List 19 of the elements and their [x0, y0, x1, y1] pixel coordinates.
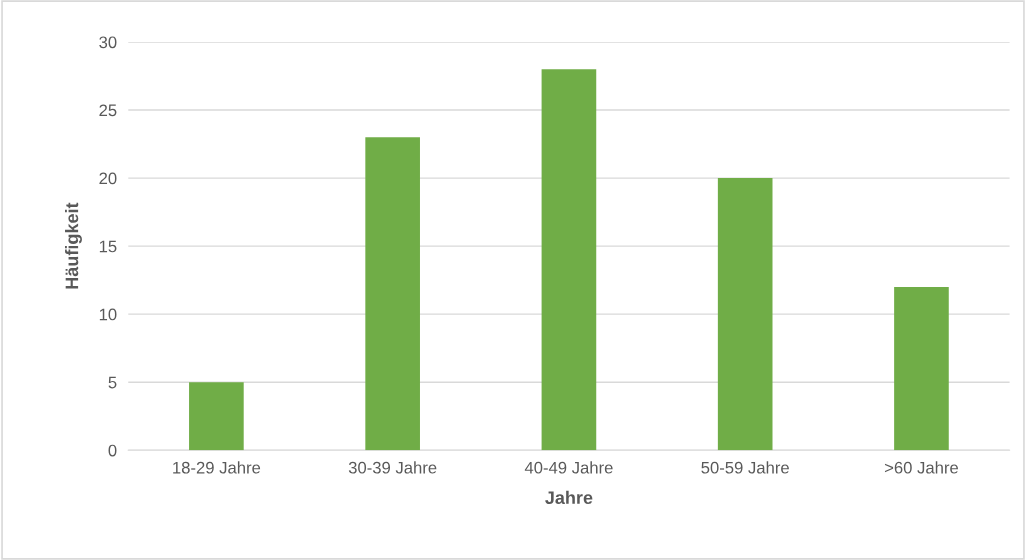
- y-tick-label: 0: [108, 444, 117, 457]
- bar: [717, 178, 773, 451]
- x-tick-label: 50-59 Jahre: [701, 461, 789, 474]
- bar: [365, 137, 420, 451]
- bar: [541, 69, 597, 451]
- y-tick-label: 10: [99, 308, 117, 321]
- y-tick-label: 5: [108, 376, 117, 389]
- y-tick-label: 25: [99, 104, 117, 117]
- x-tick-label: 30-39 Jahre: [348, 461, 437, 474]
- y-tick-label: 30: [99, 36, 117, 49]
- y-tick-label: 15: [99, 240, 117, 253]
- x-tick-label: 18-29 Jahre: [173, 461, 261, 474]
- bar: [189, 382, 244, 451]
- bar: [894, 286, 949, 451]
- y-tick-label: 20: [99, 172, 117, 185]
- x-tick-label: >60 Jahre: [884, 461, 959, 474]
- y-axis-title: Häufigkeit: [65, 202, 82, 289]
- x-tick-label: 40-49 Jahre: [524, 461, 613, 474]
- x-axis-title: Jahre: [545, 490, 593, 505]
